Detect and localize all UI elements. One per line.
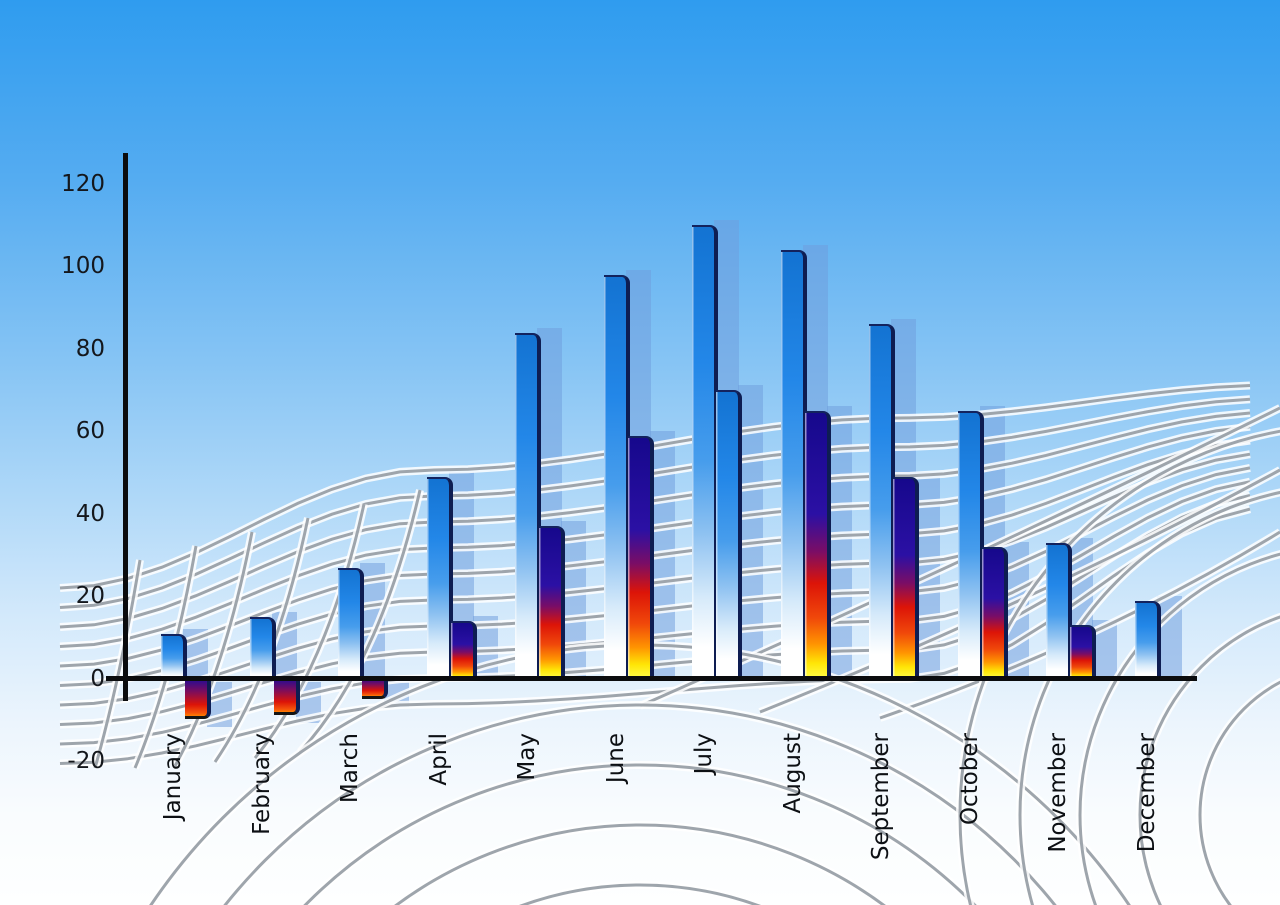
x-axis-label-february: February (248, 733, 275, 835)
bar-secondary-october (981, 547, 1008, 679)
x-axis-label-july: July (691, 733, 717, 775)
bar-secondary-july (716, 390, 742, 679)
bar-secondary-may (539, 526, 565, 679)
bar-primary-october (957, 410, 984, 679)
bar-primary-february (249, 617, 276, 679)
bar-primary-december (1134, 600, 1161, 679)
x-axis-label-march: March (337, 733, 363, 804)
bar-secondary-june (627, 435, 654, 679)
bar-primary-january (161, 633, 187, 679)
y-tick-label-60: 60 (75, 418, 105, 444)
x-axis-label-october: October (956, 733, 983, 826)
y-tick-label-20: 20 (75, 583, 105, 609)
x-axis-label-april: April (425, 733, 452, 786)
x-axis-label-august: August (779, 733, 806, 814)
bar-secondary-august (804, 410, 831, 679)
bar-secondary-january (185, 678, 211, 720)
y-axis-line (123, 153, 128, 701)
bar-secondary-april (450, 621, 477, 679)
y-tick-label-120: 120 (61, 170, 105, 197)
y-tick-label-40: 40 (75, 500, 105, 527)
x-axis-label-june: June (602, 733, 629, 784)
bar-primary-november (1046, 542, 1072, 679)
bar-secondary-march (362, 678, 388, 699)
x-axis-label-may: May (514, 733, 540, 781)
bar-secondary-november (1070, 625, 1096, 679)
y-tick-label-100: 100 (61, 253, 105, 279)
y-tick-label-80: 80 (75, 335, 105, 362)
x-axis-label-november: November (1045, 733, 1071, 853)
x-axis-label-january: January (160, 733, 186, 821)
x-axis-label-december: December (1133, 733, 1160, 853)
y-tick-label--20: -20 (67, 748, 105, 774)
bar-primary-june (603, 274, 630, 679)
bar-secondary-september (893, 476, 919, 679)
y-tick-label-0: 0 (90, 665, 105, 692)
bar-primary-march (338, 567, 364, 679)
bar-primary-may (515, 332, 541, 679)
bar-secondary-february (273, 678, 300, 716)
x-axis-label-september: September (868, 733, 894, 861)
bar-primary-april (426, 476, 453, 679)
x-axis-line (106, 676, 1197, 681)
